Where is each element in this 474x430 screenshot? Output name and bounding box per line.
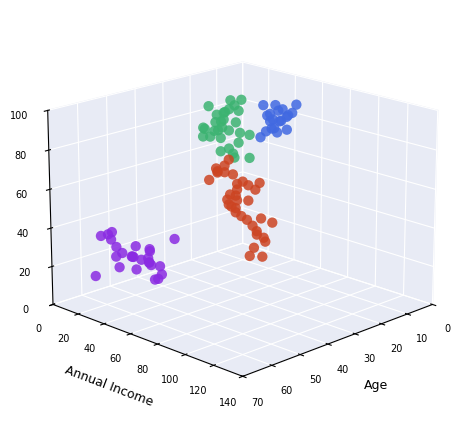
X-axis label: Age: Age [364, 378, 389, 391]
Y-axis label: Annual Income: Annual Income [63, 362, 155, 408]
